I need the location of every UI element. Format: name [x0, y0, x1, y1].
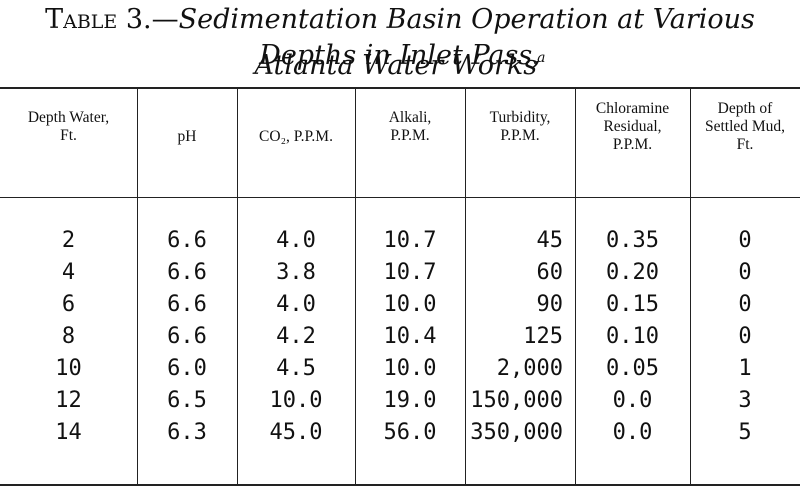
cell-settled-mud-depth: 0: [738, 292, 752, 317]
cell-chloramine-residual: 0.15: [606, 292, 659, 317]
table-number: Table 3.—: [45, 4, 179, 35]
header-co2: CO₂, P.P.M.: [237, 100, 355, 218]
header-rule: [0, 197, 800, 198]
cell-depth-water: 12: [55, 388, 82, 413]
cell-ph: 6.6: [167, 228, 207, 253]
cell-settled-mud-depth: 3: [738, 388, 752, 413]
table-title: Table 3.—Sedimentation Basin Operation a…: [0, 2, 800, 74]
cell-co2: 45.0: [269, 420, 323, 445]
header-text: Ft.: [736, 136, 754, 153]
cell-settled-mud-depth: 0: [738, 228, 752, 253]
cell-ph: 6.3: [167, 420, 207, 445]
cell-co2: 4.0: [276, 292, 316, 317]
table-row: 6 6.6 4.0 10.0 90 0.15 0: [0, 289, 800, 321]
cell-chloramine-residual: 0.0: [612, 420, 653, 445]
header-settled-mud-depth: Depth of Settled Mud, Ft.: [690, 100, 800, 190]
header-text: pH: [177, 128, 197, 145]
table-row: 10 6.0 4.5 10.0 2,000 0.05 1: [0, 353, 800, 385]
header-text: P.P.M.: [500, 127, 540, 144]
column-divider: [575, 88, 576, 484]
cell-settled-mud-depth: 1: [738, 356, 752, 381]
header-turbidity: Turbidity, P.P.M.: [465, 100, 575, 199]
footnote-mark: a: [537, 50, 546, 66]
header-alkali: Alkali, P.P.M.: [355, 100, 465, 199]
bottom-rule: [0, 484, 800, 486]
cell-depth-water: 2: [61, 228, 76, 253]
cell-alkali: 10.7: [383, 260, 437, 285]
header-text: Depth of: [717, 100, 773, 117]
header-depth-water: Depth Water, Ft.: [0, 100, 137, 199]
cell-turbidity: 2,000: [496, 356, 563, 381]
header-text: P.P.M.: [390, 127, 430, 144]
column-divider: [690, 88, 691, 484]
cell-alkali: 10.0: [383, 356, 437, 381]
cell-alkali: 10.4: [383, 324, 437, 349]
table-row: 4 6.6 3.8 10.7 60 0.20 0: [0, 257, 800, 289]
cell-ph: 6.6: [167, 324, 207, 349]
cell-chloramine-residual: 0.20: [606, 260, 659, 285]
cell-depth-water: 4: [61, 260, 76, 285]
header-text: Settled Mud,: [704, 118, 786, 135]
table-title-line-1: Sedimentation Basin Operation at Various…: [178, 4, 755, 71]
cell-ph: 6.5: [167, 388, 207, 413]
table-row: 12 6.5 10.0 19.0 150,000 0.0 3: [0, 385, 800, 417]
cell-alkali: 19.0: [383, 388, 437, 413]
header-text: CO₂, P.P.M.: [259, 128, 333, 145]
cell-chloramine-residual: 0.05: [606, 356, 659, 381]
cell-depth-water: 8: [61, 324, 76, 349]
cell-depth-water: 6: [61, 292, 76, 317]
header-text: Turbidity,: [489, 109, 551, 126]
cell-depth-water: 14: [55, 420, 82, 445]
cell-ph: 6.0: [167, 356, 207, 381]
cell-ph: 6.6: [167, 292, 207, 317]
cell-turbidity: 350,000: [470, 420, 563, 445]
table-row: 14 6.3 45.0 56.0 350,000 0.0 5: [0, 417, 800, 449]
column-divider: [465, 88, 466, 484]
cell-alkali: 10.0: [383, 292, 437, 317]
cell-settled-mud-depth: 0: [738, 260, 752, 285]
header-text: Chloramine: [595, 100, 670, 117]
header-text: Ft.: [60, 127, 77, 144]
header-chloramine-residual: Chloramine Residual, P.P.M.: [575, 100, 690, 190]
cell-settled-mud-depth: 5: [738, 420, 752, 445]
cell-settled-mud-depth: 0: [738, 324, 752, 349]
header-text: Alkali,: [388, 109, 432, 126]
cell-depth-water: 10: [55, 356, 82, 381]
cell-alkali: 10.7: [383, 228, 437, 253]
cell-turbidity: 125: [523, 324, 563, 349]
table-row: 2 6.6 4.0 10.7 45 0.35 0: [0, 225, 800, 257]
cell-turbidity: 45: [536, 228, 564, 253]
column-divider: [237, 88, 238, 484]
cell-chloramine-residual: 0.35: [606, 228, 659, 253]
header-text: P.P.M.: [612, 136, 653, 153]
cell-chloramine-residual: 0.10: [606, 324, 659, 349]
cell-co2: 4.5: [276, 356, 316, 381]
header-ph: pH: [137, 100, 237, 218]
header-text: Residual,: [603, 118, 662, 135]
cell-chloramine-residual: 0.0: [612, 388, 653, 413]
cell-alkali: 56.0: [383, 420, 437, 445]
table-row: 8 6.6 4.2 10.4 125 0.10 0: [0, 321, 800, 353]
cell-turbidity: 90: [536, 292, 564, 317]
cell-co2: 3.8: [276, 260, 316, 285]
top-rule: [0, 87, 800, 89]
cell-co2: 10.0: [269, 388, 323, 413]
cell-turbidity: 60: [536, 260, 564, 285]
table-title-line-2: Atlanta Water Works: [254, 50, 538, 81]
column-divider: [137, 88, 138, 484]
table-title-line-2-wrap: Atlanta Water Worksa: [0, 40, 800, 84]
cell-turbidity: 150,000: [470, 388, 563, 413]
header-text: Depth Water,: [27, 109, 110, 126]
column-divider: [355, 88, 356, 484]
cell-co2: 4.2: [276, 324, 316, 349]
cell-co2: 4.0: [276, 228, 316, 253]
cell-ph: 6.6: [167, 260, 207, 285]
